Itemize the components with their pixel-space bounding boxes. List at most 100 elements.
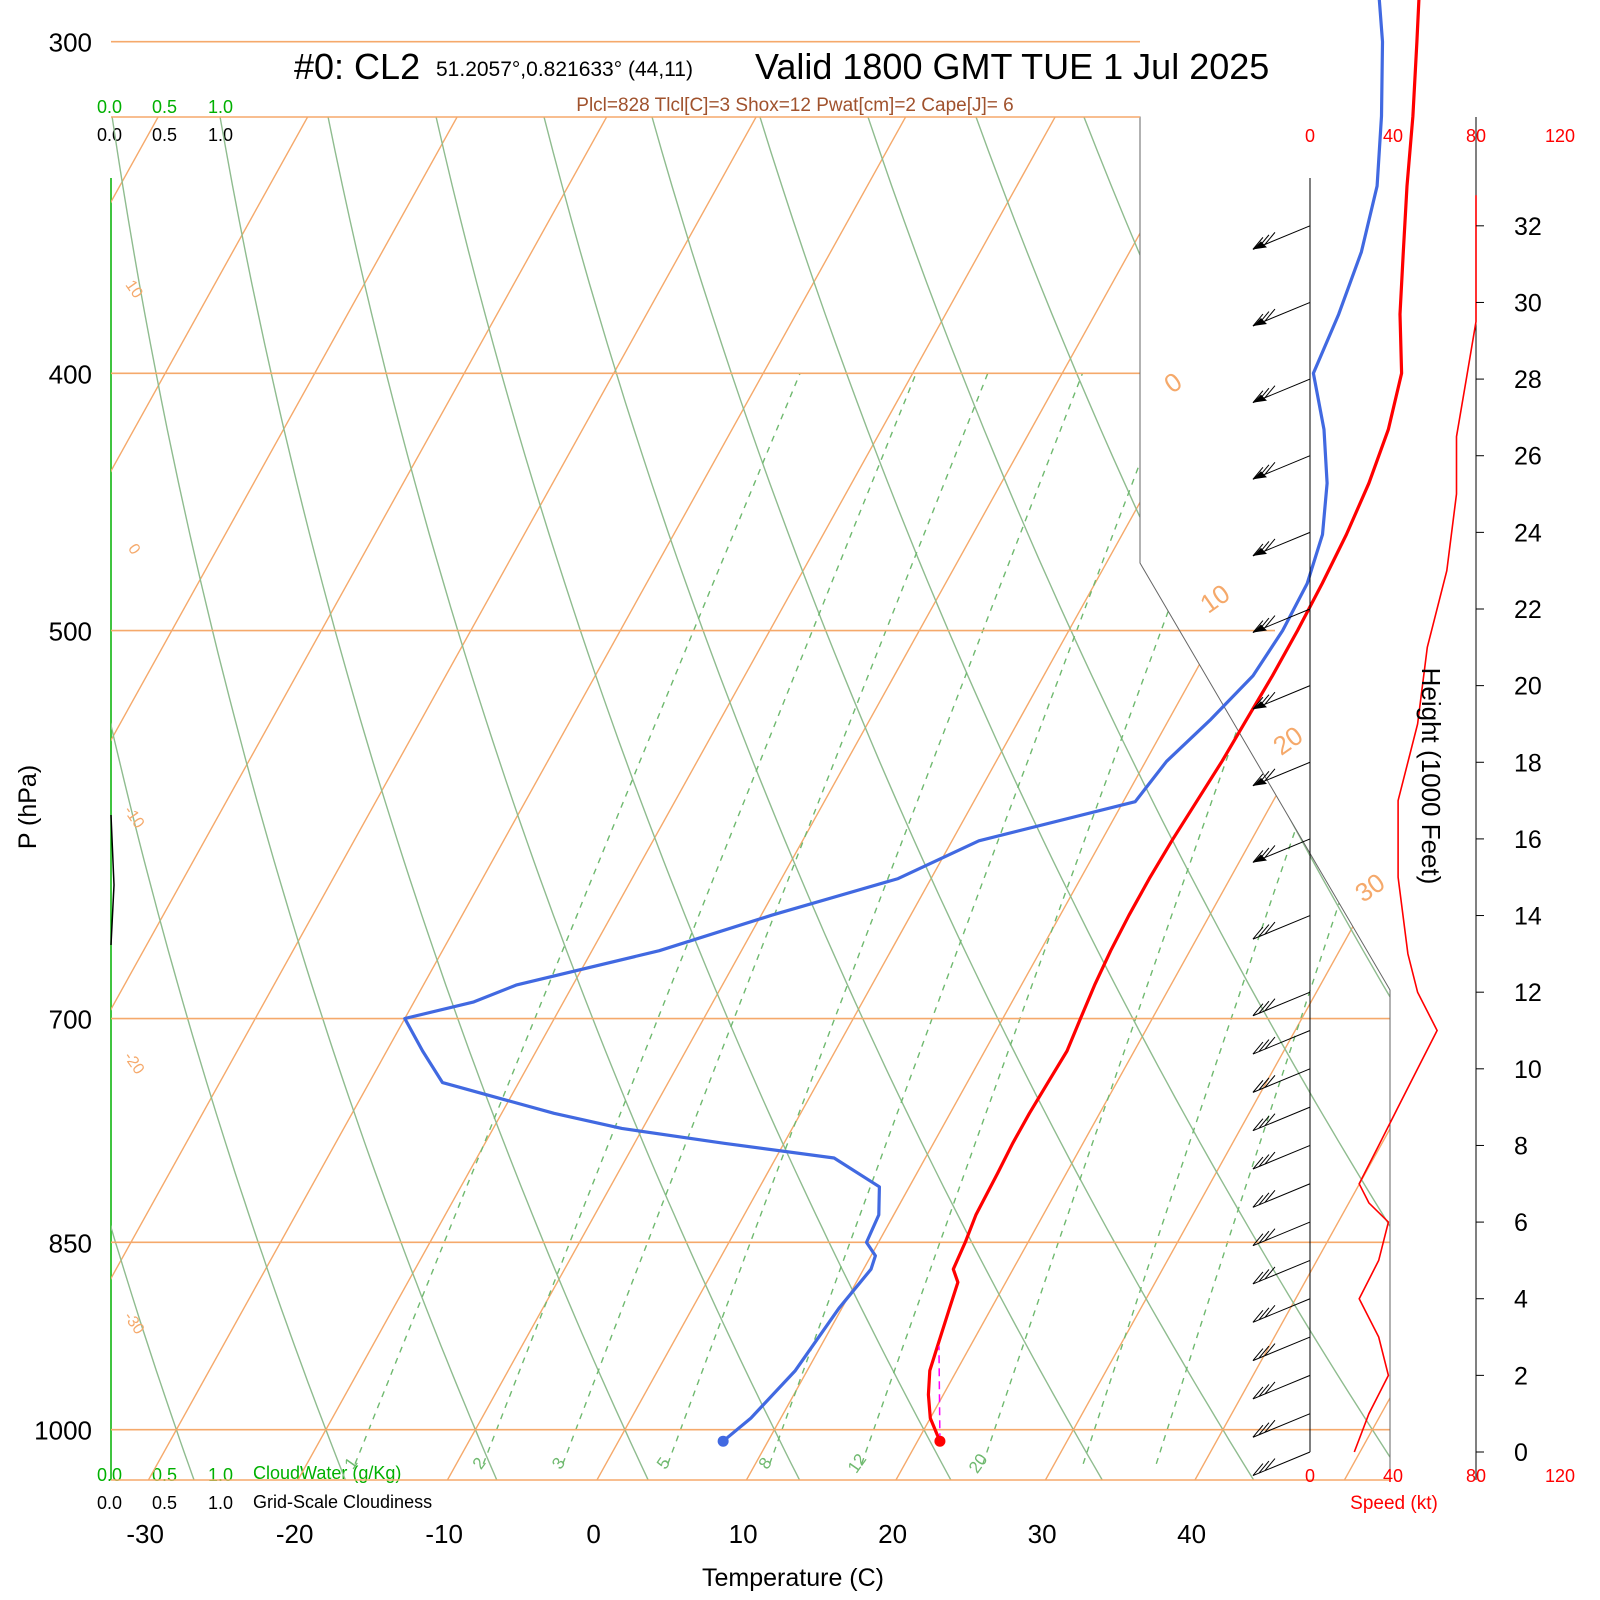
wind-barb-feather: [1252, 1003, 1264, 1017]
height-tick-label: 10: [1514, 1056, 1542, 1084]
cloud-scale-top: 0.0 0.5 1.0 0.0 0.5 1.0: [97, 97, 233, 145]
indices-line: Plcl=828 Tlcl[C]=3 Shox=12 Pwat[cm]=2 Ca…: [576, 95, 1013, 116]
wind-barb-staff: [1252, 1374, 1311, 1400]
dry-adiabat-line: [1364, 117, 1390, 1480]
wind-barb-feather: [1258, 1460, 1270, 1474]
temperature-tick-label: -20: [276, 1519, 314, 1549]
height-axis-label: Height (1000 Feet): [1416, 668, 1446, 885]
isotherm-line: [294, 117, 1241, 1480]
wind-barb-feather: [1252, 620, 1264, 633]
wind-barb-pennant: [1252, 624, 1267, 633]
dry-adiabat-line: [111, 117, 349, 1480]
wind-barb-feather: [1264, 1304, 1276, 1318]
y-axis-label: P (hPa): [14, 765, 42, 849]
wind-barb-feather: [1264, 461, 1276, 475]
speed-profile-line: [1353, 195, 1477, 1453]
pressure-tick-label: 500: [49, 617, 92, 647]
height-tick-label: 8: [1514, 1132, 1528, 1160]
dry-adiabat-lines: [111, 117, 1390, 1480]
wind-barb-feather: [1252, 1233, 1264, 1246]
isotherm-label-left: 0: [124, 541, 143, 558]
dry-adiabat-line: [866, 117, 1390, 1480]
surface-dewpoint-dot: [717, 1435, 729, 1447]
wind-barb-feather: [1258, 1154, 1270, 1167]
height-tick-label: 26: [1514, 443, 1542, 471]
wind-barb-feather: [1252, 1463, 1264, 1476]
speed-tick-top: 0: [1305, 126, 1315, 146]
wind-barb-feather: [1264, 1151, 1276, 1165]
height-tick-label: 12: [1514, 979, 1542, 1007]
mixing-ratio-line: [861, 373, 1257, 1465]
wind-barb-feather: [1258, 1422, 1270, 1436]
mixing-ratio-line: [482, 373, 917, 1465]
height-tick-label: 28: [1514, 366, 1542, 394]
speed-tick-top: 40: [1383, 126, 1403, 146]
wind-barb-staff: [1252, 1221, 1311, 1247]
temperature-tick-label: -30: [126, 1519, 164, 1549]
height-tick-label: 24: [1514, 519, 1542, 547]
temperature-tick-labels: -30 -20 -10 0 10 20 30 40: [126, 1519, 1206, 1549]
height-tick-label: 14: [1514, 903, 1542, 931]
wind-barb-feather: [1264, 1343, 1276, 1356]
wind-barb-feather: [1264, 1419, 1276, 1433]
wind-barb-feather: [1258, 1039, 1270, 1052]
cloud-green-tick-2: 1.0: [208, 97, 233, 117]
isobar-lines: [111, 40, 1390, 1431]
wind-barb-feather: [1252, 313, 1264, 327]
wind-barb-staff: [1252, 1106, 1311, 1132]
cloud-green-tick-1: 0.5: [152, 97, 177, 117]
height-tick-label: 2: [1514, 1362, 1528, 1390]
wind-barb-staff: [1252, 1336, 1311, 1362]
title-coords: 51.2057°,0.821633° (44,11): [436, 58, 693, 81]
pressure-tick-label: 700: [49, 1005, 92, 1035]
dry-adiabat-line: [170, 117, 652, 1480]
dry-adiabat-line: [767, 117, 1390, 1480]
wind-barb-feather: [1252, 773, 1264, 787]
isotherm-label-right: 30: [1349, 867, 1390, 908]
mixing-ratio-line: [354, 373, 801, 1465]
surface-temperature-dot: [934, 1435, 946, 1447]
pressure-tick-label: 400: [49, 359, 92, 389]
mixing-ratio-line: [667, 373, 1084, 1465]
dry-adiabat-line: [111, 117, 197, 1480]
wind-barb-pennant: [1252, 394, 1267, 403]
wind-barb-feather: [1264, 768, 1276, 782]
isotherm-line: [111, 117, 643, 1480]
wind-barb-staff: [1252, 915, 1311, 940]
cloud-black-tick-1-bottom: 0.5: [152, 1493, 177, 1513]
plot-frame: [111, 116, 1391, 1481]
x-axis-label: Temperature (C): [702, 1564, 884, 1592]
wind-barb-feather: [1264, 538, 1276, 552]
title-left: #0: CL2: [294, 46, 420, 87]
wind-barb-feather: [1264, 1075, 1276, 1088]
dry-adiabat-line: [568, 117, 1258, 1480]
temperature-tick-label: 10: [729, 1519, 758, 1549]
wind-barb-feather: [1252, 696, 1264, 710]
temperature-tick-label: -10: [425, 1519, 463, 1549]
height-tick-label: 32: [1514, 213, 1542, 241]
dry-adiabat-line: [469, 117, 1107, 1480]
cloud-black-tick-1: 0.5: [152, 125, 177, 145]
wind-barb-feather: [1258, 1384, 1270, 1397]
wind-barb-feather: [1258, 1000, 1270, 1014]
cloudwater-label: CloudWater (g/Kg): [253, 1463, 401, 1483]
mixing-ratio-line: [769, 373, 1175, 1465]
wind-barb-feather: [1264, 998, 1276, 1012]
wind-barb-feather: [1264, 232, 1276, 245]
isotherm-line: [892, 117, 1390, 1480]
cloud-green-tick-0: 0.0: [97, 97, 122, 117]
wind-barb-feather: [1264, 385, 1276, 398]
wind-barb-feather: [1258, 1269, 1270, 1282]
isotherm-line: [1340, 117, 1390, 1480]
cloud-black-tick-0: 0.0: [97, 125, 122, 145]
dewpoint-trace: [403, 0, 1385, 1443]
wind-barb-feather: [1264, 1228, 1276, 1241]
wind-barb-staff: [1252, 1068, 1311, 1093]
temperature-tick-label: 40: [1177, 1519, 1206, 1549]
isotherm-line: [0, 0, 44, 1486]
wind-barb-feather: [1252, 1156, 1264, 1170]
wind-barb-staff: [1252, 1298, 1311, 1323]
wind-barb-feather: [1258, 1115, 1270, 1129]
temperature-tick-label: 0: [586, 1519, 600, 1549]
